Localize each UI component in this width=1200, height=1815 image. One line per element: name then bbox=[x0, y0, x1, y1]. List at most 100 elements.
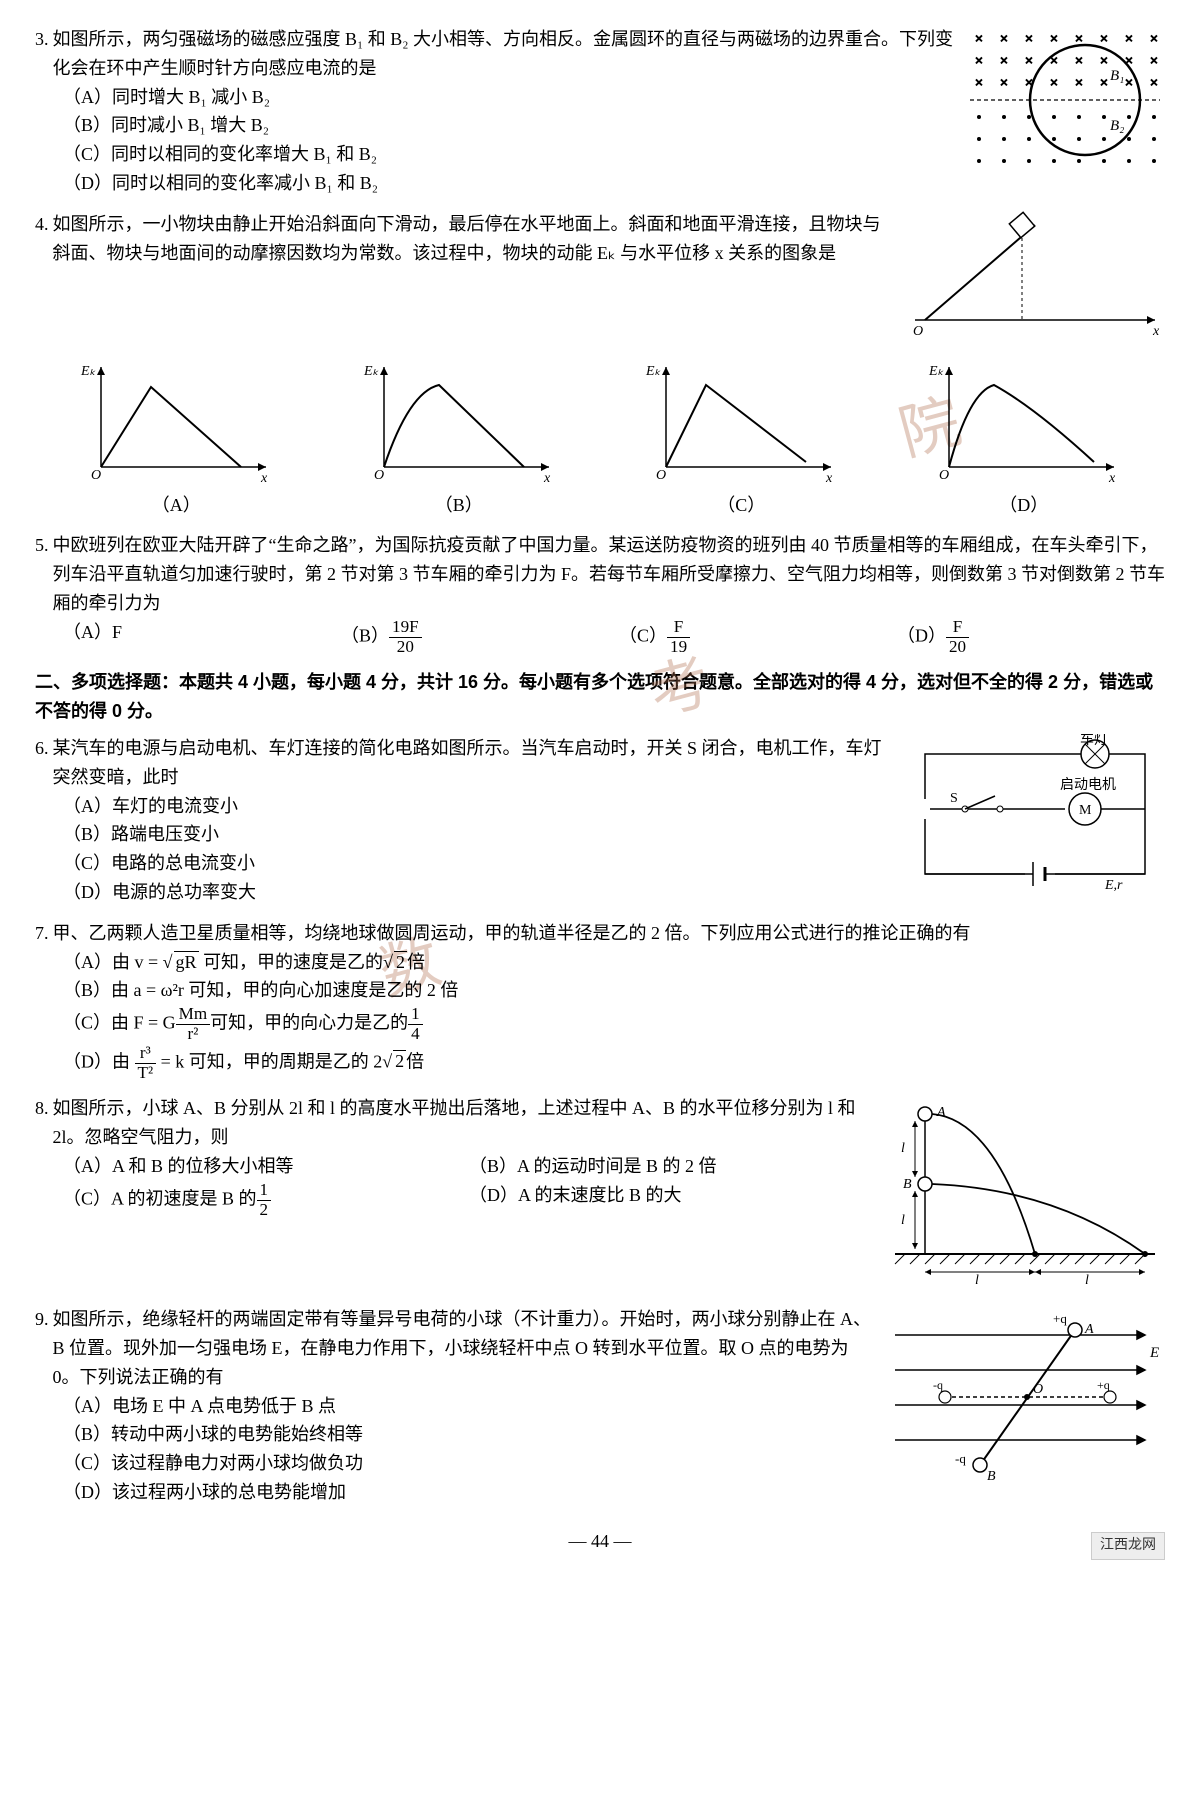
q7-opt-a: （A）由 v = √gR 可知，甲的速度是乙的√2倍 bbox=[63, 948, 1165, 977]
section-2-header: 二、多项选择题：本题共 4 小题，每小题 4 分，共计 16 分。每小题有多个选… bbox=[35, 668, 1165, 726]
q9-number: 9. bbox=[35, 1305, 49, 1334]
q8-figure: A B l l l l bbox=[885, 1094, 1165, 1293]
svg-text:O: O bbox=[656, 468, 666, 483]
svg-text:O: O bbox=[91, 468, 101, 483]
chart-b: Eₖ O x bbox=[359, 357, 559, 487]
q9-text: 如图所示，绝缘轻杆的两端固定带有等量异号电荷的小球（不计重力）。开始时，两小球分… bbox=[53, 1305, 876, 1391]
svg-text:Eₖ: Eₖ bbox=[363, 364, 380, 379]
svg-text:×: × bbox=[1075, 54, 1083, 69]
svg-text:×: × bbox=[975, 54, 983, 69]
svg-text:×: × bbox=[1150, 32, 1158, 47]
svg-text:x: x bbox=[260, 471, 268, 486]
svg-text:+q: +q bbox=[1053, 1311, 1067, 1326]
q4-charts: Eₖ O x Eₖ O x Eₖ O x bbox=[35, 357, 1165, 487]
svg-text:O: O bbox=[939, 468, 949, 483]
svg-text:×: × bbox=[1075, 76, 1083, 91]
q8-opt-c: （C）A 的初速度是 B 的12 bbox=[63, 1181, 469, 1220]
svg-text:启动电机: 启动电机 bbox=[1060, 777, 1116, 793]
q4-text: 如图所示，一小物块由静止开始沿斜面向下滑动，最后停在水平地面上。斜面和地面平滑连… bbox=[53, 210, 896, 268]
q8-opt-d: （D）A 的末速度比 B 的大 bbox=[469, 1181, 875, 1220]
svg-text:×: × bbox=[1125, 76, 1133, 91]
svg-text:l: l bbox=[901, 1141, 905, 1156]
svg-text:B: B bbox=[987, 1469, 996, 1484]
question-8: A B l l l l 8. 如图所示，小球 A、B 分别从 2 bbox=[35, 1094, 1165, 1293]
svg-text:O: O bbox=[913, 324, 923, 339]
svg-text:l: l bbox=[901, 1213, 905, 1228]
q3-figure: ×××××××× ×××××××× ×××××××× B₁ B₂ bbox=[965, 25, 1165, 194]
svg-text:x: x bbox=[1108, 471, 1116, 486]
svg-text:+q: +q bbox=[1097, 1378, 1110, 1392]
svg-text:×: × bbox=[1150, 54, 1158, 69]
b2-label: B₂ bbox=[1110, 118, 1124, 134]
q4-label-d: （D） bbox=[883, 491, 1166, 520]
svg-text:x: x bbox=[1152, 324, 1160, 339]
svg-text:Eₖ: Eₖ bbox=[80, 364, 97, 379]
q5-text: 中欧班列在欧亚大陆开辟了“生命之路”，为国际抗疫贡献了中国力量。某运送防疫物资的… bbox=[53, 531, 1166, 617]
svg-text:l: l bbox=[1085, 1273, 1089, 1284]
q6-figure: 车灯 S M 启动电机 E,r bbox=[905, 734, 1165, 903]
svg-text:l: l bbox=[975, 1273, 979, 1284]
q9-figure: E +q A -q B O -q +q bbox=[885, 1305, 1165, 1494]
svg-text:x: x bbox=[543, 471, 551, 486]
q8-text: 如图所示，小球 A、B 分别从 2l 和 l 的高度水平抛出后落地，上述过程中 … bbox=[53, 1094, 876, 1152]
q6-number: 6. bbox=[35, 734, 49, 763]
q5-opt-d: （D）F20 bbox=[897, 618, 1165, 657]
footer-logo: 江西龙网 bbox=[1091, 1532, 1165, 1560]
question-5: 5. 中欧班列在欧亚大陆开辟了“生命之路”，为国际抗疫贡献了中国力量。某运送防疫… bbox=[35, 531, 1165, 656]
chart-a: Eₖ O x bbox=[76, 357, 276, 487]
q4-label-a: （A） bbox=[35, 491, 318, 520]
svg-text:×: × bbox=[1000, 76, 1008, 91]
svg-text:S: S bbox=[950, 791, 958, 806]
q4-label-b: （B） bbox=[318, 491, 601, 520]
chart-d: Eₖ O x bbox=[924, 357, 1124, 487]
q5-opt-a: （A）F bbox=[63, 618, 331, 657]
svg-text:×: × bbox=[1100, 32, 1108, 47]
svg-text:×: × bbox=[1100, 76, 1108, 91]
svg-text:×: × bbox=[1150, 76, 1158, 91]
svg-text:x: x bbox=[825, 471, 833, 486]
question-3: ×××××××× ×××××××× ×××××××× B₁ B₂ 3. 如图所示… bbox=[35, 25, 1165, 198]
q7-number: 7. bbox=[35, 919, 49, 948]
svg-text:×: × bbox=[1100, 54, 1108, 69]
question-9: E +q A -q B O -q +q 9. 如图所示，绝缘轻杆的两端固定带有等… bbox=[35, 1305, 1165, 1507]
svg-text:×: × bbox=[1025, 32, 1033, 47]
svg-text:×: × bbox=[1125, 32, 1133, 47]
svg-text:O: O bbox=[1033, 1382, 1043, 1397]
page-number: — 44 — bbox=[35, 1527, 1165, 1556]
svg-text:Eₖ: Eₖ bbox=[928, 364, 945, 379]
svg-text:×: × bbox=[1050, 76, 1058, 91]
svg-text:-q: -q bbox=[933, 1378, 943, 1392]
q8-opt-b: （B）A 的运动时间是 B 的 2 倍 bbox=[469, 1152, 875, 1181]
chart-c: Eₖ O x bbox=[641, 357, 841, 487]
q6-text: 某汽车的电源与启动电机、车灯连接的简化电路如图所示。当汽车启动时，开关 S 闭合… bbox=[53, 734, 896, 792]
question-6: 车灯 S M 启动电机 E,r 6. 某汽车的电 bbox=[35, 734, 1165, 907]
svg-text:×: × bbox=[1050, 32, 1058, 47]
svg-text:E: E bbox=[1149, 1345, 1159, 1361]
svg-text:-q: -q bbox=[955, 1451, 966, 1466]
svg-text:E,r: E,r bbox=[1104, 878, 1123, 893]
svg-text:A: A bbox=[1084, 1322, 1094, 1337]
question-4: x O 4. 如图所示，一小物块由静止开始沿斜面向下滑动，最后停在水平地面上。斜… bbox=[35, 210, 1165, 520]
b1-label: B₁ bbox=[1110, 68, 1124, 84]
q5-opt-b: （B）19F20 bbox=[341, 618, 609, 657]
q7-opt-c: （C）由 F = GMmr²可知，甲的向心力是乙的14 bbox=[63, 1005, 1165, 1044]
svg-text:Eₖ: Eₖ bbox=[645, 364, 662, 379]
svg-text:A: A bbox=[936, 1105, 946, 1120]
question-7: 7. 甲、乙两颗人造卫星质量相等，均绕地球做圆周运动，甲的轨道半径是乙的 2 倍… bbox=[35, 919, 1165, 1083]
q3-number: 3. bbox=[35, 25, 49, 54]
q4-label-c: （C） bbox=[600, 491, 883, 520]
q3-text: 如图所示，两匀强磁场的磁感应强度 B₁ 和 B₂ 大小相等、方向相反。金属圆环的… bbox=[53, 25, 956, 83]
svg-text:×: × bbox=[1000, 54, 1008, 69]
svg-text:×: × bbox=[975, 32, 983, 47]
q5-opt-c: （C）F19 bbox=[619, 618, 887, 657]
q7-opt-d: （D）由 r³T² = k 可知，甲的周期是乙的 2√2倍 bbox=[63, 1044, 1165, 1083]
svg-text:B: B bbox=[903, 1177, 912, 1192]
q4-number: 4. bbox=[35, 210, 49, 239]
q8-number: 8. bbox=[35, 1094, 49, 1123]
svg-text:M: M bbox=[1079, 803, 1092, 818]
svg-text:O: O bbox=[374, 468, 384, 483]
svg-text:×: × bbox=[1025, 54, 1033, 69]
q7-text: 甲、乙两颗人造卫星质量相等，均绕地球做圆周运动，甲的轨道半径是乙的 2 倍。下列… bbox=[53, 919, 1166, 948]
q8-opt-a: （A）A 和 B 的位移大小相等 bbox=[63, 1152, 469, 1181]
q4-figure: x O bbox=[905, 210, 1165, 349]
